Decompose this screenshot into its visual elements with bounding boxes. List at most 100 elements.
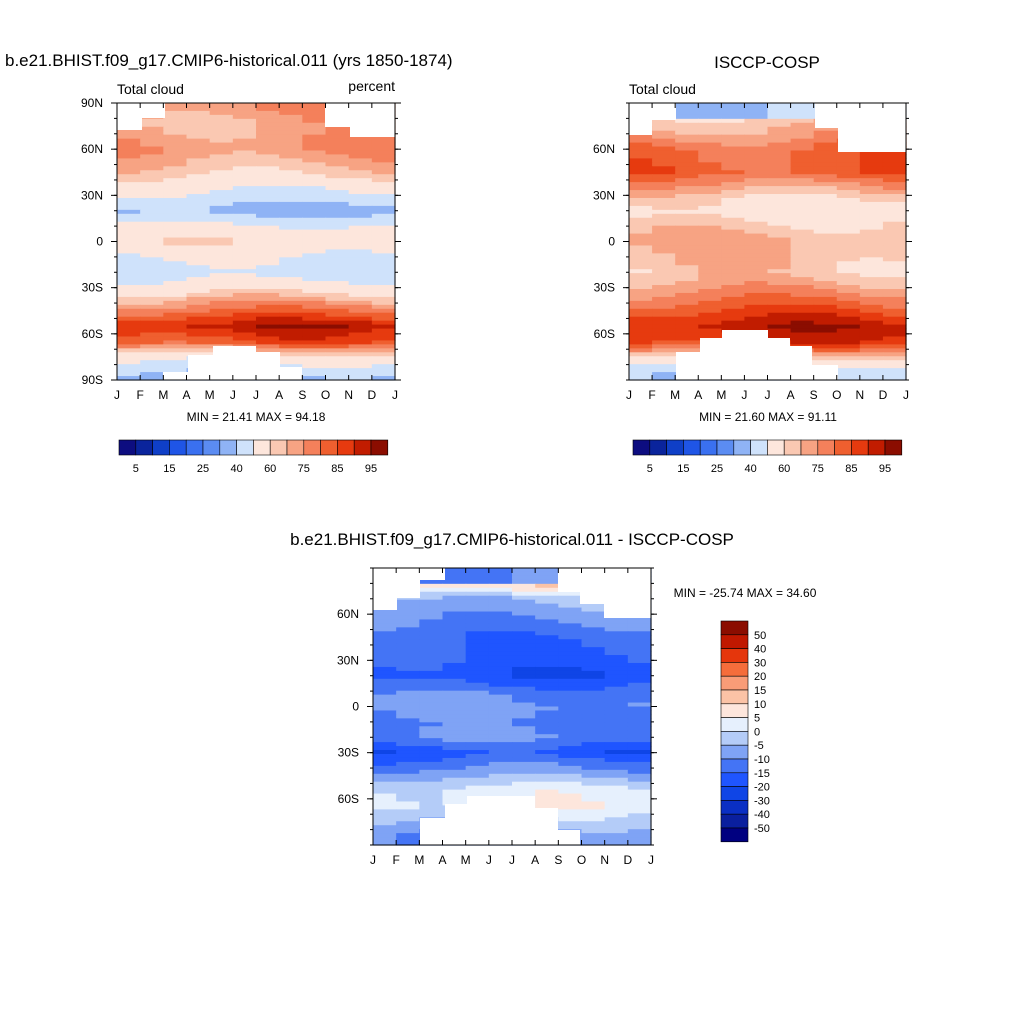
field-cell [348, 292, 373, 298]
field-cell [627, 761, 652, 767]
field-cell [186, 194, 211, 199]
field-cell [558, 611, 583, 617]
field-cell [744, 225, 769, 231]
field-cell [348, 170, 373, 175]
field-cell [790, 328, 815, 334]
field-cell [465, 659, 490, 664]
field-cell [140, 146, 164, 152]
field-cell [882, 296, 907, 302]
y-tick-label: 30S [338, 746, 359, 760]
field-cell [744, 162, 769, 167]
field-cell [627, 670, 652, 676]
field-cell [279, 118, 303, 124]
field-cell [371, 182, 396, 187]
field-cell [629, 269, 653, 274]
field-cell [396, 833, 420, 838]
field-cell [744, 106, 769, 112]
field-cell [767, 122, 792, 128]
field-cell [721, 281, 746, 286]
field-cell [558, 659, 583, 664]
field-cell [859, 372, 884, 377]
field-cell [675, 348, 699, 353]
field-cell [698, 126, 722, 132]
x-tick-label: D [879, 388, 888, 402]
field-cell [209, 245, 234, 251]
field-cell [371, 352, 396, 357]
field-cell [325, 150, 350, 156]
colorbar-swatch [720, 703, 749, 718]
field-cell [790, 336, 815, 342]
x-tick-label: J [370, 853, 376, 867]
field-cell [744, 110, 769, 116]
field-cell [396, 615, 420, 621]
field-cell [396, 662, 420, 668]
field-cell [117, 352, 141, 357]
field-cell [419, 702, 444, 708]
field-cell [140, 288, 164, 294]
field-cell [836, 178, 861, 183]
field-cell [836, 281, 861, 286]
field-cell [604, 726, 629, 731]
y-tick-label: 0 [96, 235, 103, 249]
field-cell [767, 237, 792, 243]
field-cell [652, 142, 676, 148]
field-cell [256, 154, 280, 159]
field-cell [558, 730, 583, 735]
field-cell [348, 174, 373, 179]
field-cell [325, 352, 350, 357]
field-cell [302, 336, 327, 342]
field-cell [767, 269, 792, 274]
field-cell [558, 789, 583, 795]
field-cell [581, 753, 606, 759]
field-cell [604, 674, 629, 680]
field-cell [186, 229, 211, 235]
field-cell [627, 765, 652, 771]
field-cell [721, 174, 746, 179]
field-cell [209, 106, 234, 112]
field-cell [859, 265, 884, 270]
field-cell [325, 368, 350, 373]
field-cell [604, 734, 629, 739]
field-cell [767, 308, 792, 314]
field-cell [302, 221, 327, 227]
field-cell [140, 166, 164, 171]
field-cell [348, 194, 373, 199]
field-cell [465, 591, 490, 597]
field-cell [767, 194, 792, 199]
colorbar-swatch [320, 439, 338, 456]
field-cell [744, 320, 769, 326]
field-cell [442, 793, 467, 799]
field-cell [232, 332, 257, 338]
field-cell [721, 178, 746, 183]
field-cell [396, 801, 420, 807]
field-cell [882, 285, 907, 290]
field-cell [488, 718, 513, 723]
field-cell [348, 360, 373, 365]
field-cell [140, 269, 164, 274]
field-cell [675, 150, 699, 156]
field-cell [627, 623, 652, 628]
field-cell [325, 324, 350, 330]
field-cell [790, 190, 815, 195]
field-cell [744, 186, 769, 191]
field-cell [442, 571, 467, 577]
field-cell [535, 698, 559, 704]
field-cell [163, 269, 188, 274]
field-cell [279, 138, 303, 144]
field-cell [209, 292, 234, 298]
field-cell [698, 178, 722, 183]
x-tick-label: M [205, 388, 215, 402]
field-cell [279, 312, 303, 318]
field-cell [512, 623, 536, 628]
field-cell [558, 651, 583, 656]
field-cell [675, 146, 699, 152]
field-cell [836, 332, 861, 338]
field-cell [140, 376, 164, 381]
field-cell [836, 308, 861, 314]
field-cell [558, 750, 583, 755]
missing-data-region [325, 103, 395, 137]
field-cell [419, 801, 444, 807]
field-cell [790, 178, 815, 183]
field-cell [396, 599, 420, 605]
field-cell [721, 233, 746, 239]
